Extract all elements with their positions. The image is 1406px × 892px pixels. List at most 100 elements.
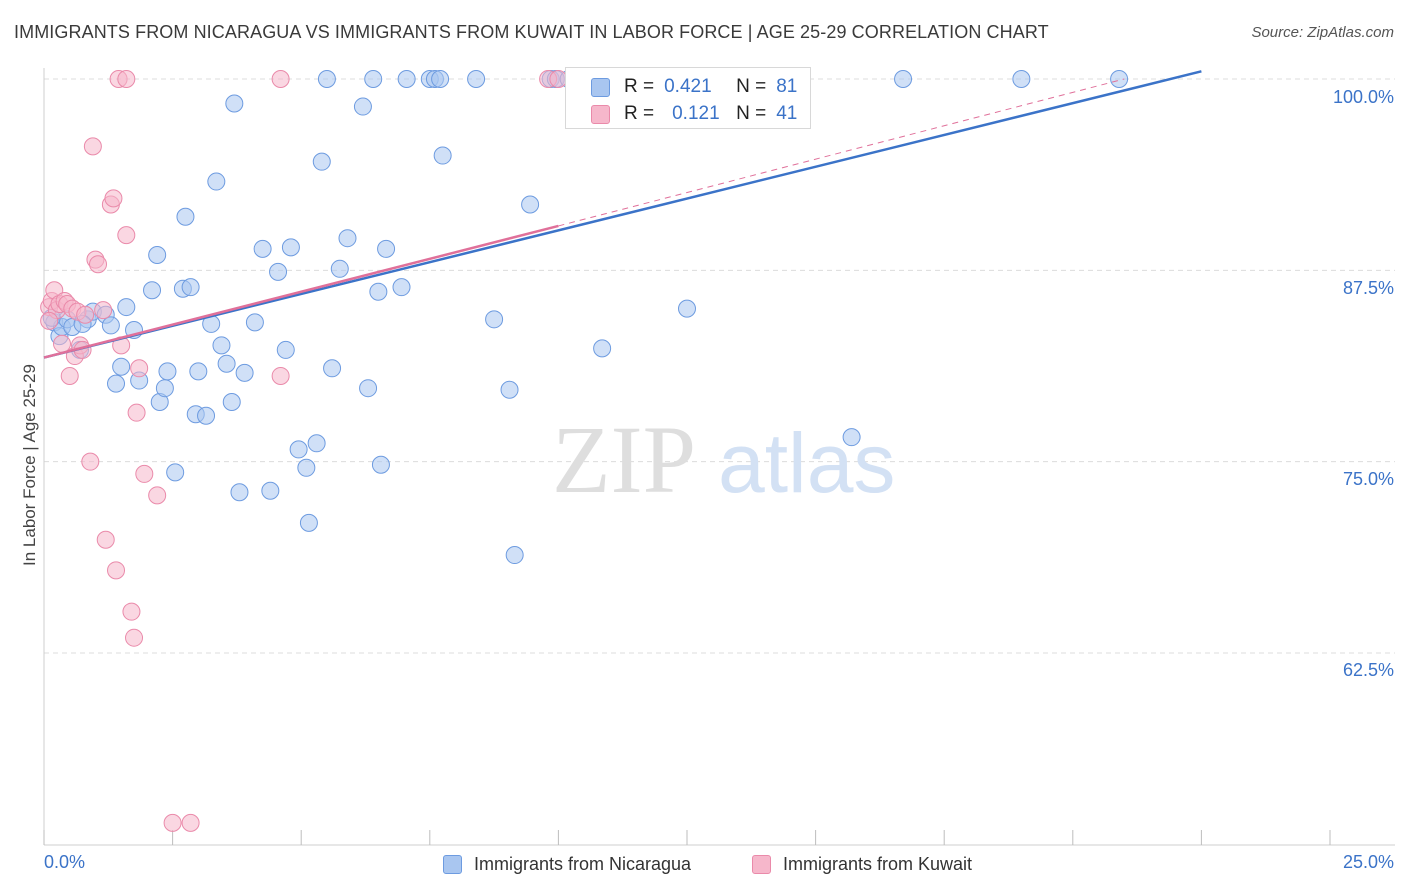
point-kuwait [53, 334, 72, 353]
point-nicaragua [261, 481, 280, 500]
r-value-nicaragua: 0.421 [664, 76, 712, 97]
point-nicaragua [112, 357, 131, 376]
source-label: Source: ZipAtlas.com [1251, 24, 1394, 41]
point-kuwait [181, 813, 200, 832]
point-nicaragua [307, 434, 326, 453]
axes [43, 68, 1395, 846]
legend-swatch-kuwait [591, 104, 610, 124]
point-nicaragua [371, 455, 390, 474]
legend-swatch-nicaragua [591, 77, 610, 97]
point-nicaragua [225, 94, 244, 113]
point-nicaragua [197, 406, 216, 425]
legend-swatch-kuwait [752, 854, 771, 874]
r-label: R = [624, 103, 655, 124]
point-nicaragua [101, 316, 120, 335]
point-kuwait [104, 189, 123, 208]
point-nicaragua [397, 70, 416, 88]
point-nicaragua [433, 146, 452, 165]
n-label: N = [736, 76, 767, 97]
point-kuwait [117, 70, 136, 88]
point-kuwait [122, 602, 141, 621]
point-nicaragua [189, 362, 208, 381]
point-kuwait [125, 628, 144, 647]
x-tick-label-max: 25.0% [1342, 852, 1394, 872]
point-kuwait [40, 311, 59, 330]
data-points [40, 70, 1129, 832]
point-nicaragua [276, 340, 295, 359]
correlation-legend: R = 0.421 N = 81 R = 0.121 N = 41 [565, 67, 811, 129]
point-kuwait [130, 359, 149, 378]
point-nicaragua [678, 299, 696, 318]
point-nicaragua [467, 70, 486, 88]
r-label: R = [624, 76, 655, 97]
n-value-nicaragua: 81 [776, 76, 798, 97]
point-kuwait [83, 137, 102, 156]
trend-line-kuwait [43, 224, 559, 359]
y-tick-label: 100.0% [1332, 87, 1394, 107]
point-nicaragua [166, 463, 185, 482]
point-nicaragua [289, 440, 308, 459]
point-kuwait [76, 305, 95, 324]
point-nicaragua [359, 379, 378, 398]
watermark: ZIP atlas [552, 406, 895, 513]
point-nicaragua [143, 281, 162, 300]
point-kuwait [127, 403, 146, 422]
point-nicaragua [176, 207, 195, 226]
point-kuwait [163, 813, 182, 832]
point-nicaragua [842, 428, 861, 447]
y-tick-label: 87.5% [1342, 278, 1394, 298]
point-nicaragua [245, 313, 264, 332]
point-nicaragua [431, 70, 450, 88]
legend-swatch-nicaragua [443, 854, 462, 874]
legend-label-kuwait: Immigrants from Kuwait [783, 853, 973, 874]
point-kuwait [148, 486, 167, 505]
point-kuwait [271, 70, 290, 88]
trend-lines [43, 70, 1202, 359]
point-nicaragua [338, 229, 357, 248]
point-nicaragua [155, 379, 174, 398]
legend-row-kuwait: R = 0.121 N = 41 [566, 100, 797, 128]
r-value-kuwait: 0.121 [672, 103, 720, 124]
trend-line-kuwait-extension [558, 78, 1125, 227]
legend-label-nicaragua: Immigrants from Nicaragua [474, 853, 692, 874]
point-nicaragua [364, 70, 383, 88]
point-nicaragua [207, 172, 226, 191]
point-kuwait [135, 464, 154, 483]
n-value-kuwait: 41 [776, 103, 798, 124]
y-tick-label: 62.5% [1342, 660, 1394, 680]
point-kuwait [96, 530, 115, 549]
point-nicaragua [485, 310, 504, 329]
watermark-zip: ZIP [552, 406, 696, 513]
point-nicaragua [212, 336, 231, 355]
point-kuwait [89, 255, 108, 274]
point-kuwait [117, 226, 136, 245]
point-nicaragua [230, 483, 249, 502]
point-nicaragua [181, 278, 200, 297]
point-kuwait [60, 366, 79, 385]
n-label: N = [736, 103, 767, 124]
point-nicaragua [312, 152, 331, 171]
point-nicaragua [117, 298, 136, 317]
point-nicaragua [1110, 70, 1129, 88]
grid-lines [44, 78, 1395, 654]
point-nicaragua [269, 262, 288, 281]
point-nicaragua [217, 354, 236, 373]
point-nicaragua [521, 195, 540, 214]
chart-title: IMMIGRANTS FROM NICARAGUA VS IMMIGRANTS … [14, 22, 1049, 42]
point-kuwait [81, 452, 100, 471]
point-nicaragua [317, 70, 336, 88]
point-nicaragua [235, 363, 254, 382]
point-nicaragua [593, 339, 612, 358]
point-kuwait [94, 301, 113, 320]
point-nicaragua [107, 374, 126, 393]
trend-line-nicaragua [43, 70, 1202, 359]
x-tick-label-min: 0.0% [44, 852, 86, 872]
point-nicaragua [330, 259, 349, 278]
point-nicaragua [353, 97, 372, 116]
legend-item-kuwait: Immigrants from Kuwait [752, 852, 972, 876]
point-nicaragua [377, 239, 396, 258]
point-kuwait [271, 366, 290, 385]
point-nicaragua [148, 246, 167, 265]
point-nicaragua [505, 546, 524, 565]
